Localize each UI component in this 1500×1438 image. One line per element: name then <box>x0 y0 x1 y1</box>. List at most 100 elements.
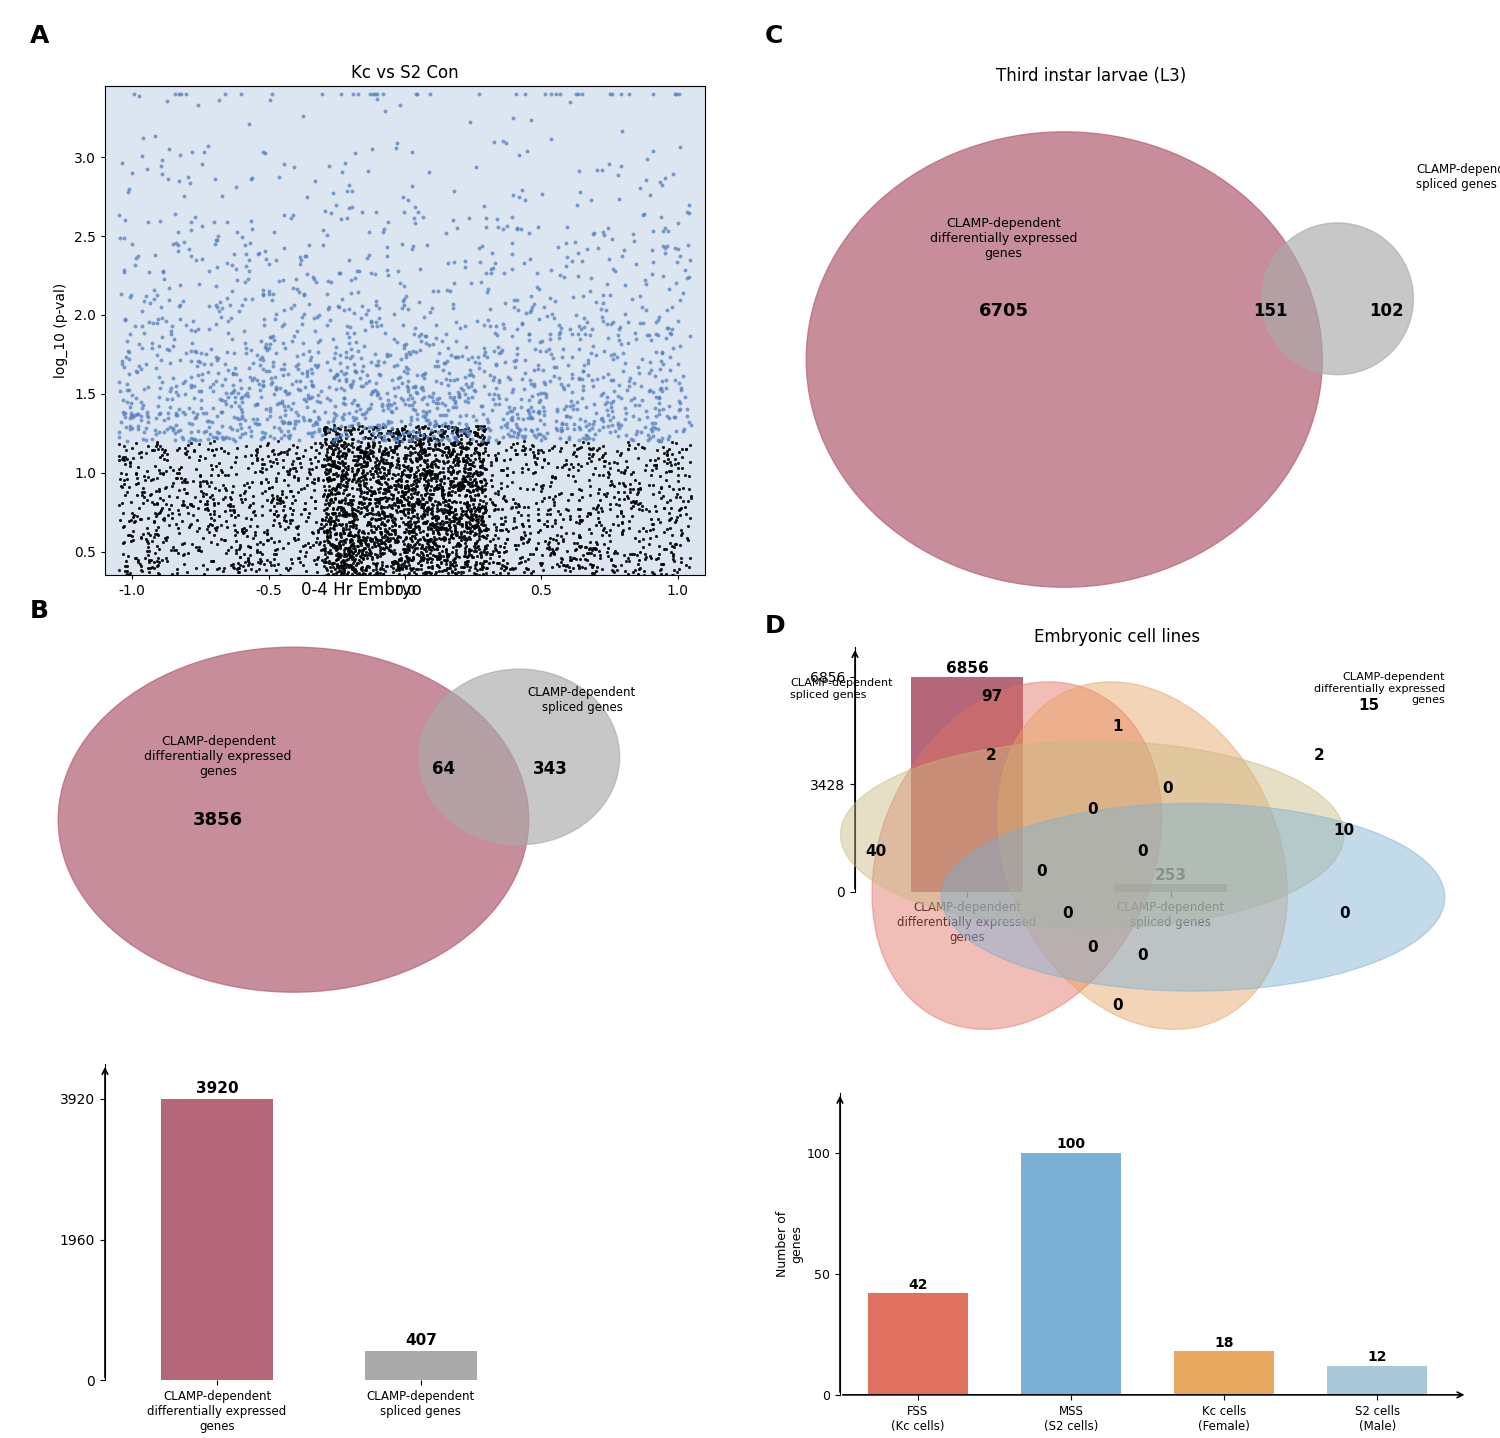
Point <box>393 446 417 469</box>
Point <box>318 309 342 332</box>
Point <box>568 417 592 440</box>
Point <box>384 490 408 513</box>
Point <box>471 518 495 541</box>
Point <box>424 464 448 487</box>
Point <box>141 467 165 490</box>
Point <box>372 351 396 374</box>
Point <box>546 456 570 479</box>
Point <box>405 381 429 404</box>
Point <box>230 487 254 510</box>
Point <box>258 88 282 111</box>
Point <box>423 562 447 585</box>
Point <box>336 539 360 562</box>
Point <box>255 434 279 457</box>
Point <box>298 387 322 410</box>
Point <box>303 490 327 513</box>
Point <box>375 479 399 502</box>
Point <box>220 253 245 276</box>
Point <box>327 450 351 473</box>
Point <box>458 508 482 531</box>
Point <box>262 308 286 331</box>
Point <box>237 416 261 439</box>
Point <box>597 536 621 559</box>
Point <box>332 437 356 460</box>
Point <box>369 464 393 487</box>
Point <box>228 533 252 557</box>
Point <box>220 495 245 518</box>
Point <box>419 463 442 486</box>
Point <box>332 516 356 539</box>
Point <box>334 472 358 495</box>
Point <box>268 406 292 429</box>
Point <box>362 515 386 538</box>
Point <box>442 447 466 470</box>
Point <box>622 371 646 394</box>
Point <box>378 452 402 475</box>
Point <box>352 441 376 464</box>
Point <box>120 502 144 525</box>
Point <box>315 519 339 542</box>
Point <box>346 457 370 480</box>
Point <box>372 99 396 122</box>
Point <box>327 262 351 285</box>
Point <box>400 398 424 421</box>
Point <box>296 263 320 286</box>
Point <box>406 470 430 493</box>
Point <box>626 562 650 585</box>
Point <box>278 459 302 482</box>
Point <box>470 433 494 456</box>
Point <box>204 312 228 335</box>
Point <box>334 424 358 447</box>
Point <box>332 538 356 561</box>
Point <box>225 407 249 430</box>
Point <box>399 512 423 535</box>
Point <box>674 502 698 525</box>
Point <box>368 539 392 562</box>
Point <box>399 450 423 473</box>
Point <box>393 449 417 472</box>
Point <box>357 244 381 267</box>
Point <box>453 454 477 477</box>
Point <box>561 522 585 545</box>
Point <box>340 372 364 395</box>
Point <box>184 403 209 426</box>
Point <box>328 262 352 285</box>
Point <box>560 548 584 571</box>
Point <box>356 462 380 485</box>
Point <box>336 454 360 477</box>
Point <box>251 421 274 444</box>
Point <box>364 469 388 492</box>
Point <box>408 427 432 450</box>
Point <box>340 562 364 585</box>
Point <box>356 513 380 536</box>
Point <box>472 525 496 548</box>
Point <box>254 336 278 360</box>
Point <box>354 440 378 463</box>
Point <box>207 452 231 475</box>
Point <box>374 470 398 493</box>
Point <box>568 479 592 502</box>
Point <box>375 505 399 528</box>
Point <box>503 421 526 444</box>
Point <box>318 447 342 470</box>
Point <box>453 539 477 562</box>
Point <box>492 554 516 577</box>
Point <box>440 418 464 441</box>
Point <box>394 533 418 557</box>
Point <box>566 322 590 345</box>
Point <box>158 351 182 374</box>
Point <box>393 476 417 499</box>
Point <box>200 439 223 462</box>
Point <box>465 512 489 535</box>
Point <box>228 413 252 436</box>
Point <box>441 462 465 485</box>
Point <box>530 329 554 352</box>
Point <box>333 464 357 487</box>
Point <box>171 477 195 500</box>
Point <box>430 413 454 436</box>
Point <box>130 427 154 450</box>
Point <box>549 516 573 539</box>
Point <box>543 355 567 378</box>
Point <box>249 470 273 493</box>
Point <box>366 470 390 493</box>
